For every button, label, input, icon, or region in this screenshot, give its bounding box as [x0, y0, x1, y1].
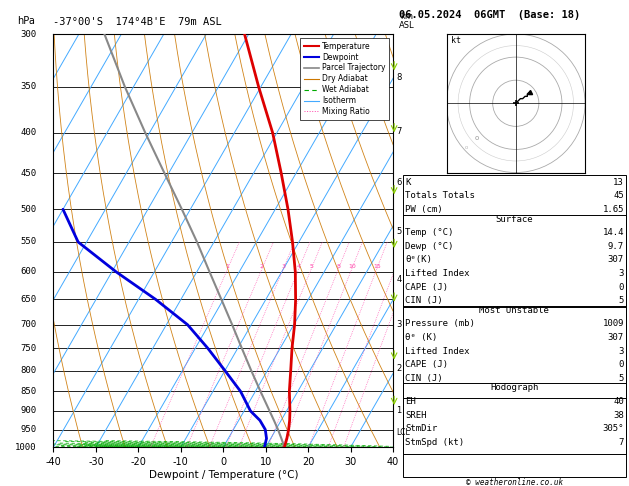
Text: 1009: 1009	[603, 319, 624, 329]
Text: 400: 400	[20, 128, 36, 137]
Text: 45: 45	[613, 191, 624, 201]
Text: o: o	[474, 135, 479, 141]
Text: 4: 4	[297, 264, 301, 269]
Text: hPa: hPa	[18, 16, 35, 26]
Text: Totals Totals: Totals Totals	[405, 191, 475, 201]
Text: CAPE (J): CAPE (J)	[405, 283, 448, 292]
Text: 850: 850	[20, 387, 36, 396]
Text: 0: 0	[618, 283, 624, 292]
Text: 13: 13	[613, 178, 624, 187]
Text: 15: 15	[373, 264, 381, 269]
Text: Temp (°C): Temp (°C)	[405, 228, 454, 237]
Text: 750: 750	[20, 344, 36, 353]
X-axis label: Dewpoint / Temperature (°C): Dewpoint / Temperature (°C)	[148, 469, 298, 480]
Text: LCL: LCL	[396, 428, 410, 437]
Legend: Temperature, Dewpoint, Parcel Trajectory, Dry Adiabat, Wet Adiabat, Isotherm, Mi: Temperature, Dewpoint, Parcel Trajectory…	[300, 38, 389, 120]
Text: 7: 7	[396, 126, 402, 136]
Text: 10: 10	[348, 264, 355, 269]
Text: 5: 5	[618, 296, 624, 305]
Text: CIN (J): CIN (J)	[405, 296, 443, 305]
Text: 350: 350	[20, 83, 36, 91]
Text: © weatheronline.co.uk: © weatheronline.co.uk	[465, 478, 563, 486]
Text: 550: 550	[20, 238, 36, 246]
Text: 7: 7	[618, 438, 624, 447]
Text: o: o	[465, 145, 469, 151]
Text: StmDir: StmDir	[405, 424, 437, 433]
Text: 5: 5	[309, 264, 313, 269]
Text: 2: 2	[396, 364, 402, 373]
Text: 3: 3	[618, 347, 624, 356]
Text: 450: 450	[20, 169, 36, 178]
Text: 1: 1	[226, 264, 230, 269]
Text: Most Unstable: Most Unstable	[479, 306, 549, 315]
Text: 307: 307	[608, 333, 624, 342]
Text: 3: 3	[618, 269, 624, 278]
Text: km
ASL: km ASL	[399, 12, 415, 30]
Text: 700: 700	[20, 320, 36, 329]
Text: 5: 5	[396, 227, 402, 236]
Text: 8: 8	[337, 264, 340, 269]
Text: 5: 5	[618, 374, 624, 383]
Text: 0: 0	[618, 360, 624, 369]
Text: 950: 950	[20, 425, 36, 434]
Text: Dewp (°C): Dewp (°C)	[405, 242, 454, 251]
Text: θᵉ (K): θᵉ (K)	[405, 333, 437, 342]
Text: K: K	[405, 178, 411, 187]
Text: 500: 500	[20, 205, 36, 214]
Text: EH: EH	[405, 397, 416, 406]
Text: CAPE (J): CAPE (J)	[405, 360, 448, 369]
Text: 14.4: 14.4	[603, 228, 624, 237]
Text: 600: 600	[20, 267, 36, 277]
Text: 307: 307	[608, 256, 624, 264]
Text: Pressure (mb): Pressure (mb)	[405, 319, 475, 329]
Text: 1.65: 1.65	[603, 205, 624, 214]
Text: -37°00'S  174°4B'E  79m ASL: -37°00'S 174°4B'E 79m ASL	[53, 17, 222, 27]
Text: 38: 38	[613, 411, 624, 419]
Text: SREH: SREH	[405, 411, 426, 419]
Text: Lifted Index: Lifted Index	[405, 347, 470, 356]
Text: 300: 300	[20, 30, 36, 38]
Text: 06.05.2024  06GMT  (Base: 18): 06.05.2024 06GMT (Base: 18)	[399, 10, 581, 20]
Text: 4: 4	[396, 275, 402, 284]
Text: 6: 6	[396, 178, 402, 187]
Text: kt: kt	[451, 36, 461, 45]
Text: 40: 40	[613, 397, 624, 406]
Text: 900: 900	[20, 406, 36, 416]
Text: 650: 650	[20, 295, 36, 304]
Text: 3: 3	[396, 320, 402, 329]
Text: Surface: Surface	[496, 215, 533, 224]
Text: Hodograph: Hodograph	[490, 383, 538, 392]
Text: 3: 3	[281, 264, 285, 269]
Text: 305°: 305°	[603, 424, 624, 433]
Text: PW (cm): PW (cm)	[405, 205, 443, 214]
Text: 9.7: 9.7	[608, 242, 624, 251]
Text: StmSpd (kt): StmSpd (kt)	[405, 438, 464, 447]
Text: θᵉ(K): θᵉ(K)	[405, 256, 432, 264]
Text: Lifted Index: Lifted Index	[405, 269, 470, 278]
Text: 800: 800	[20, 366, 36, 375]
Text: CIN (J): CIN (J)	[405, 374, 443, 383]
Text: 1: 1	[396, 406, 402, 415]
Text: 1000: 1000	[15, 443, 36, 451]
Text: 8: 8	[396, 73, 402, 83]
Text: 2: 2	[260, 264, 264, 269]
